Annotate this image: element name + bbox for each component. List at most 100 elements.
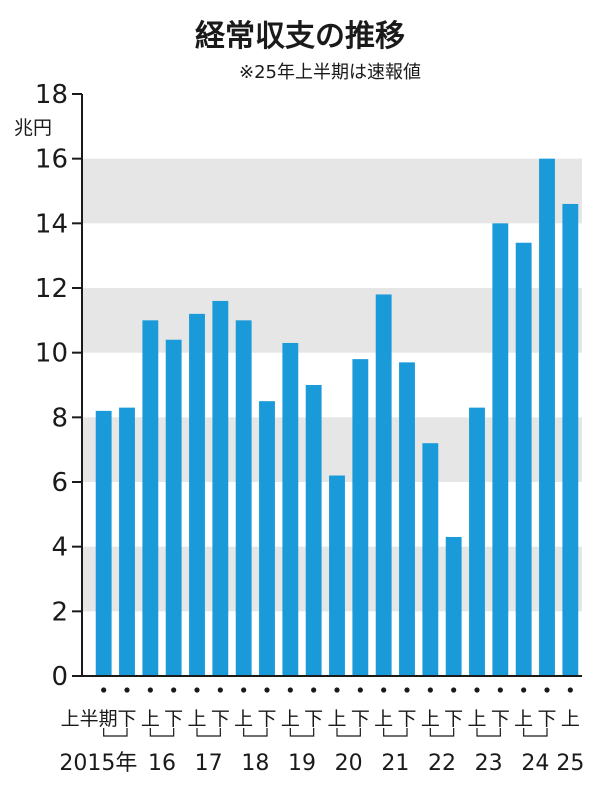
x-tick-dot <box>567 687 573 693</box>
year-bracket <box>429 728 455 737</box>
bar <box>142 320 159 676</box>
x-year-label: 25 <box>556 751 584 776</box>
x-half-label: 下 <box>444 708 463 730</box>
x-half-label: 下 <box>304 708 323 730</box>
x-tick-dot <box>427 687 433 693</box>
bar <box>469 407 485 676</box>
x-half-label: 上 <box>234 708 253 730</box>
x-half-label: 下 <box>211 708 230 730</box>
bars <box>95 158 579 677</box>
year-bracket <box>336 728 361 737</box>
bar <box>95 410 112 676</box>
year-bracket <box>289 728 315 737</box>
x-half-label: 上 <box>281 708 300 730</box>
x-year-label: 16 <box>148 751 176 776</box>
y-axis: 0 2 4 6 8 10 12 14 16 18 <box>35 80 582 692</box>
x-year-label: 2015年 <box>59 751 137 776</box>
x-tick-dot <box>101 687 107 693</box>
x-half-label: 下 <box>257 708 276 730</box>
x-tick-dot <box>241 687 247 693</box>
x-half-label: 下 <box>491 708 510 730</box>
bar <box>212 300 229 676</box>
x-tick-dot <box>264 687 270 693</box>
x-year-label: 24 <box>521 751 549 776</box>
x-half-label: 上 <box>141 708 160 730</box>
chart-subtitle: ※25年上半期は速報値 <box>239 62 421 83</box>
y-tick-label: 10 <box>35 339 68 369</box>
x-year-label: 17 <box>195 751 223 776</box>
chart-title: 経常収支の推移 <box>195 19 405 54</box>
x-half-label: 上 <box>421 708 440 730</box>
y-tick-label: 18 <box>35 80 68 110</box>
bar <box>305 385 322 676</box>
bar <box>515 242 532 676</box>
bar <box>282 342 299 676</box>
bar <box>165 339 182 676</box>
x-half-label: 上 <box>467 708 486 730</box>
bar <box>119 407 135 676</box>
bar <box>329 475 345 676</box>
year-bracket <box>383 728 408 737</box>
x-tick-dot <box>287 687 293 693</box>
x-year-label: 19 <box>288 751 316 776</box>
x-tick-dot <box>171 687 177 693</box>
y-tick-label: 14 <box>35 209 68 239</box>
x-tick-dot <box>381 687 387 693</box>
x-tick-dot <box>497 687 503 693</box>
x-tick-dot <box>311 687 317 693</box>
grid-band <box>82 158 582 224</box>
bar <box>399 362 415 676</box>
x-tick-dot <box>217 687 223 693</box>
bar <box>445 536 462 676</box>
x-tick-dot <box>147 687 153 693</box>
x-half-label: 上 <box>514 708 533 730</box>
year-bracket <box>149 728 175 737</box>
x-tick-dot <box>451 687 457 693</box>
y-tick-label: 8 <box>51 403 68 433</box>
bar <box>539 158 555 676</box>
x-year-label: 18 <box>241 751 269 776</box>
x-tick-dot <box>521 687 527 693</box>
bar <box>259 401 275 676</box>
x-tick-dot <box>124 687 130 693</box>
y-tick-label: 16 <box>35 145 68 175</box>
y-tick-label: 6 <box>51 468 68 498</box>
y-tick-label: 12 <box>35 274 68 304</box>
x-tick-dot <box>357 687 363 693</box>
x-year-label: 23 <box>475 751 503 776</box>
x-tick-dot <box>194 687 200 693</box>
bar <box>492 223 509 677</box>
x-half-label: 上半期 <box>61 708 118 730</box>
x-year-label: 22 <box>428 751 456 776</box>
x-tick-dot <box>474 687 480 693</box>
y-tick-label: 0 <box>51 662 68 692</box>
bar <box>235 320 252 676</box>
year-bracket <box>476 728 501 737</box>
y-tick-label: 2 <box>51 597 68 627</box>
x-axis: 上半期下上下上下上下上下上下上下上下上下上下上2015年 16 17 18 19 20 21… <box>59 687 584 776</box>
x-year-label: 20 <box>335 751 363 776</box>
bar <box>375 294 392 676</box>
bar <box>189 313 205 676</box>
x-tick-dot <box>334 687 340 693</box>
year-bracket <box>523 728 548 737</box>
year-bracket <box>103 728 128 737</box>
x-half-label: 下 <box>537 708 556 730</box>
x-half-label: 上 <box>374 708 393 730</box>
x-half-label: 下 <box>117 708 136 730</box>
x-half-label: 下 <box>164 708 183 730</box>
y-tick-label: 4 <box>51 533 68 563</box>
bar <box>562 203 579 676</box>
year-bracket <box>243 728 268 737</box>
x-half-label: 上 <box>187 708 206 730</box>
x-half-label: 上 <box>561 708 580 730</box>
bar <box>422 443 439 676</box>
x-tick-dot <box>544 687 550 693</box>
x-tick-dot <box>404 687 410 693</box>
x-half-label: 下 <box>397 708 416 730</box>
x-half-label: 下 <box>351 708 370 730</box>
y-axis-unit: 兆円 <box>14 117 52 139</box>
x-year-label: 21 <box>381 751 409 776</box>
year-bracket <box>196 728 221 737</box>
